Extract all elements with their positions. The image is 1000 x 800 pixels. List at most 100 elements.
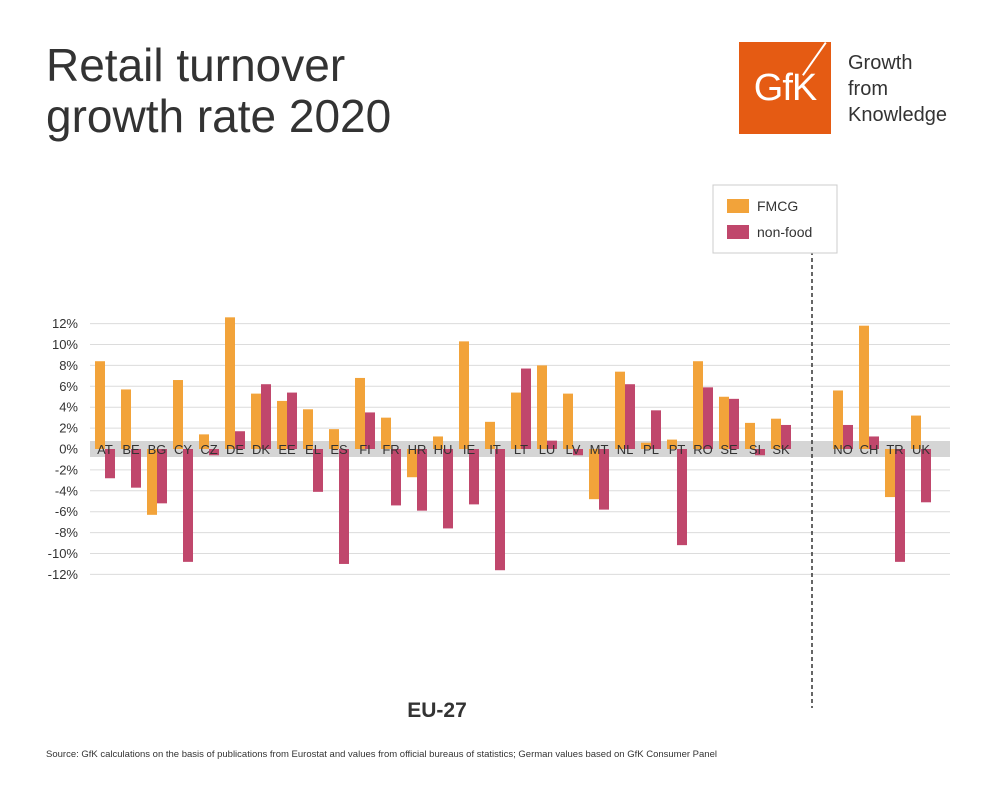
bar-non-food xyxy=(365,412,375,449)
x-category-label: IE xyxy=(463,442,476,457)
x-category-label: LT xyxy=(514,442,528,457)
bar-fmcg xyxy=(693,361,703,449)
bar-non-food xyxy=(921,449,931,503)
bar-fmcg xyxy=(121,389,131,449)
gfk-logo: GfK xyxy=(739,42,831,134)
x-category-label: CH xyxy=(860,442,879,457)
x-category-label: BE xyxy=(122,442,140,457)
tagline-line-3: Knowledge xyxy=(848,104,947,126)
bar-non-food xyxy=(677,449,687,546)
y-tick-label: -10% xyxy=(48,546,79,561)
legend-label-fmcg: FMCG xyxy=(757,198,798,214)
logo-tagline: Growth from Knowledge xyxy=(848,50,947,128)
bar-fmcg xyxy=(329,429,339,449)
bar-fmcg xyxy=(719,396,729,449)
bar-fmcg xyxy=(381,417,391,449)
x-category-label: NL xyxy=(617,442,634,457)
y-tick-label: 10% xyxy=(52,337,78,352)
bar-non-food xyxy=(599,449,609,510)
bar-non-food xyxy=(895,449,905,562)
legend-label-non-food: non-food xyxy=(757,224,812,240)
bar-non-food xyxy=(703,387,713,449)
legend-box xyxy=(712,184,838,254)
y-tick-label: -6% xyxy=(55,504,79,519)
bar-non-food xyxy=(443,449,453,529)
x-category-label: UK xyxy=(912,442,930,457)
bar-non-food xyxy=(313,449,323,492)
title-line-2: growth rate 2020 xyxy=(46,90,392,142)
bar-non-food xyxy=(651,410,661,449)
bar-fmcg xyxy=(859,325,869,449)
bar-fmcg xyxy=(147,449,157,515)
bar-non-food xyxy=(781,424,791,449)
bar-non-food xyxy=(391,449,401,506)
bar-non-food xyxy=(261,384,271,449)
bar-fmcg xyxy=(911,415,921,449)
y-tick-label: 2% xyxy=(59,421,78,436)
tagline-line-1: Growth xyxy=(848,52,913,74)
y-tick-label: -2% xyxy=(55,462,79,477)
bar-fmcg xyxy=(459,341,469,449)
x-category-label: TR xyxy=(886,442,903,457)
bar-fmcg xyxy=(511,392,521,449)
x-category-label: PL xyxy=(643,442,659,457)
tagline-line-2: from xyxy=(848,78,888,100)
bar-non-food xyxy=(625,384,635,449)
bar-fmcg xyxy=(667,439,677,449)
bar-non-food xyxy=(183,449,193,562)
x-category-label: EL xyxy=(305,442,321,457)
x-category-label: SI xyxy=(749,442,761,457)
bar-fmcg xyxy=(537,365,547,449)
bar-non-food xyxy=(417,449,427,511)
bar-non-food xyxy=(235,431,245,449)
bar-non-food xyxy=(287,392,297,449)
bar-fmcg xyxy=(225,317,235,449)
bar-fmcg xyxy=(833,390,843,449)
y-tick-label: 6% xyxy=(59,379,78,394)
x-category-label: SK xyxy=(772,442,790,457)
y-tick-label: 8% xyxy=(59,358,78,373)
x-category-label: FI xyxy=(359,442,371,457)
bar-non-food xyxy=(843,424,853,449)
bar-non-food xyxy=(157,449,167,504)
y-tick-label: 4% xyxy=(59,400,78,415)
bar-fmcg xyxy=(407,449,417,478)
x-category-label: LU xyxy=(539,442,556,457)
bar-fmcg xyxy=(485,421,495,449)
bar-non-food xyxy=(105,449,115,479)
bar-non-food xyxy=(209,449,219,456)
logo-text: GfK xyxy=(753,67,817,109)
x-category-label: CY xyxy=(174,442,192,457)
bar-fmcg xyxy=(615,371,625,449)
x-category-label: FR xyxy=(382,442,399,457)
bar-fmcg xyxy=(199,434,209,449)
bar-fmcg xyxy=(563,393,573,449)
bar-non-food xyxy=(547,440,557,449)
x-category-label: ES xyxy=(330,442,348,457)
bar-fmcg xyxy=(771,418,781,449)
y-tick-label: 0% xyxy=(59,442,78,457)
bar-non-food xyxy=(495,449,505,571)
bar-non-food xyxy=(869,436,879,449)
y-tick-label: -8% xyxy=(55,525,79,540)
x-category-label: DK xyxy=(252,442,270,457)
bar-non-food xyxy=(729,398,739,449)
bar-fmcg xyxy=(95,361,105,449)
x-category-label: NO xyxy=(833,442,853,457)
x-category-label: RO xyxy=(693,442,713,457)
x-category-label: SE xyxy=(720,442,738,457)
bar-fmcg xyxy=(303,409,313,449)
x-category-label: PT xyxy=(669,442,686,457)
title-line-1: Retail turnover xyxy=(46,39,346,91)
bar-non-food xyxy=(521,368,531,449)
x-category-label: BG xyxy=(148,442,167,457)
bar-non-food xyxy=(469,449,479,505)
bar-fmcg xyxy=(641,442,651,449)
bar-fmcg xyxy=(277,400,287,449)
legend-swatch-fmcg xyxy=(727,199,749,213)
x-category-label: EE xyxy=(278,442,296,457)
source-note: Source: GfK calculations on the basis of… xyxy=(46,749,717,760)
y-tick-label: 12% xyxy=(52,316,78,331)
x-category-label: LV xyxy=(566,442,581,457)
